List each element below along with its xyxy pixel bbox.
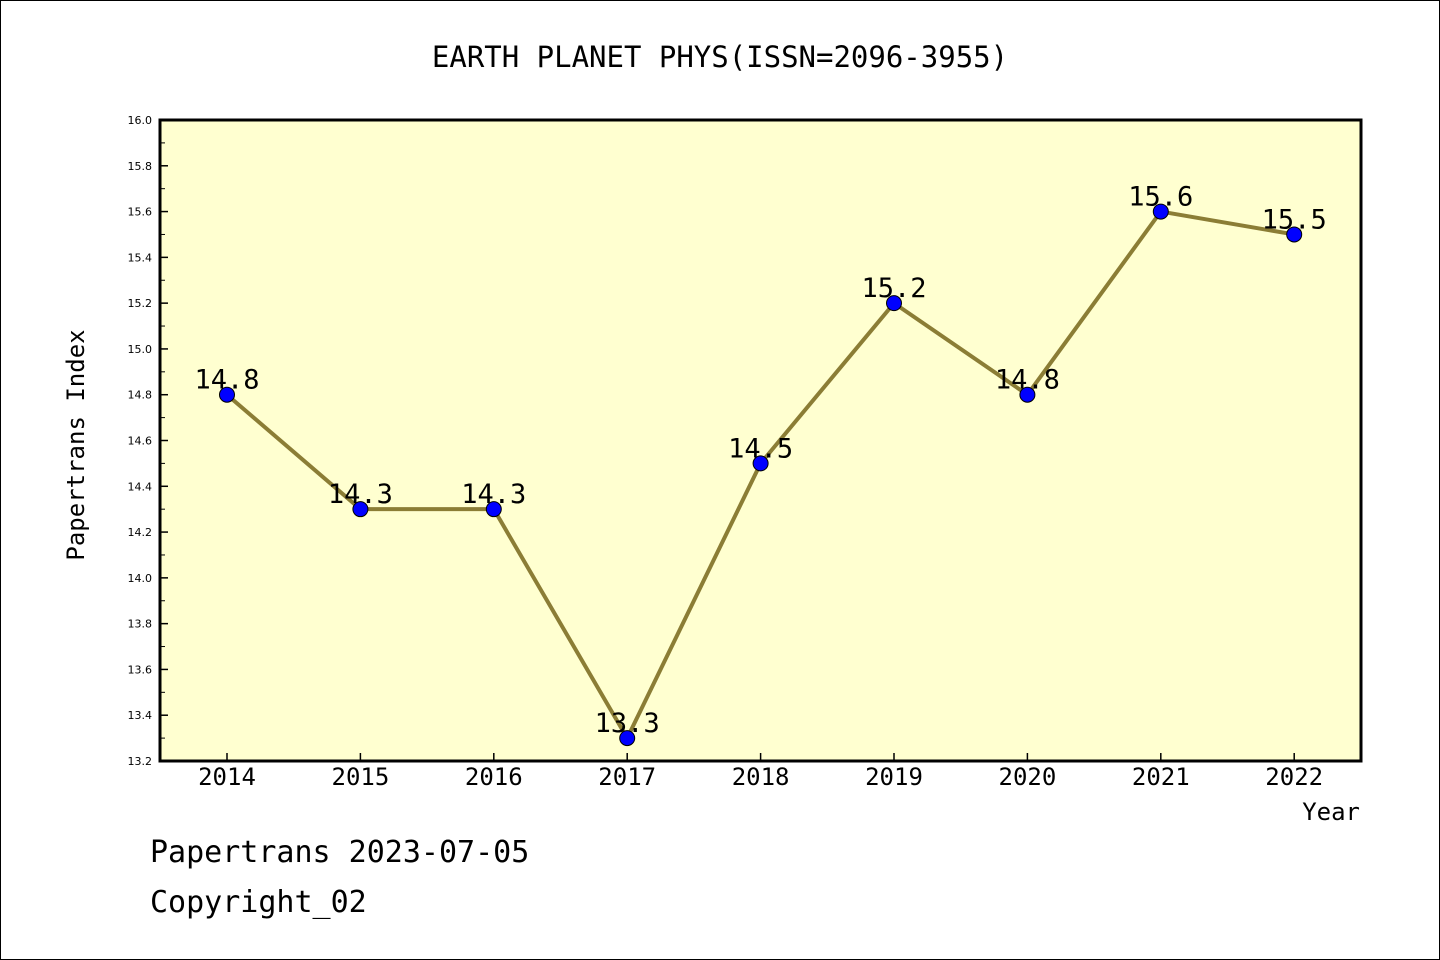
plot-area <box>158 118 1363 763</box>
y-tick-label: 15.8 <box>128 160 153 173</box>
y-axis: 13.2 13.4 13.6 13.8 14.0 14.2 14.4 14.6 14.8 15.0… <box>128 114 168 768</box>
y-tick-label: 14.6 <box>128 435 153 448</box>
x-axis-label: Year <box>1302 798 1360 826</box>
y-tick-label: 14.4 <box>128 480 153 493</box>
y-tick-label: 13.2 <box>128 755 153 768</box>
data-label-2022: 15.5 <box>1262 204 1327 235</box>
x-tick-label: 2015 <box>332 763 390 791</box>
x-tick-label: 2016 <box>465 763 523 791</box>
data-point-2019 <box>886 295 902 312</box>
y-tick-label: 14.8 <box>128 389 153 402</box>
y-tick-label: 15.6 <box>128 206 153 219</box>
y-tick-label: 14.0 <box>128 572 153 585</box>
y-tick-label: 15.2 <box>128 297 153 310</box>
data-point-2015 <box>352 501 369 518</box>
data-label-2019: 15.2 <box>861 273 926 304</box>
y-tick-label: 14.2 <box>128 526 153 539</box>
chart-title: EARTH PLANET PHYS(ISSN=2096-3955) <box>432 40 1008 74</box>
x-tick-label: 2022 <box>1265 763 1323 791</box>
data-point-2020 <box>1019 386 1036 403</box>
y-tick-label: 15.4 <box>128 251 153 264</box>
x-tick-label: 2019 <box>865 763 923 791</box>
y-tick-label: 13.6 <box>128 663 153 676</box>
footer-copyright-text: Copyright_02 <box>150 885 367 920</box>
y-tick-label: 16.0 <box>128 114 153 127</box>
y-tick-label: 15.0 <box>128 343 153 356</box>
data-label-2018: 14.5 <box>728 433 793 464</box>
x-tick-label: 2014 <box>198 763 256 791</box>
data-point-2014 <box>219 386 235 403</box>
data-points-group <box>219 203 1303 747</box>
x-tick-label: 2017 <box>598 763 656 791</box>
y-tick-label: 13.4 <box>128 709 153 722</box>
data-label-2017: 13.3 <box>595 708 660 739</box>
x-tick-label: 2021 <box>1132 763 1190 791</box>
data-label-2015: 14.3 <box>328 479 393 510</box>
data-point-2021 <box>1152 203 1169 220</box>
data-point-2018 <box>752 455 769 472</box>
data-label-2020: 14.8 <box>995 365 1060 396</box>
x-axis: 2014 2015 2016 2017 2018 2019 2020 2021 2022 <box>198 753 1323 791</box>
y-tick-label: 13.8 <box>128 618 153 631</box>
y-axis-label: Papertrans Index <box>62 329 90 560</box>
data-labels-group: 14.8 14.3 14.3 13.3 14.5 15.2 14.8 15.6 15.5 <box>194 182 1326 740</box>
x-tick-label: 2018 <box>732 763 790 791</box>
data-label-2016: 14.3 <box>461 479 526 510</box>
footer-date-text: Papertrans 2023-07-05 <box>150 835 530 870</box>
x-tick-label: 2020 <box>999 763 1057 791</box>
data-label-2021: 15.6 <box>1128 182 1193 213</box>
data-label-2014: 14.8 <box>194 365 259 396</box>
data-point-2016 <box>485 501 502 518</box>
data-point-2017 <box>619 730 636 747</box>
data-point-2022 <box>1286 226 1303 243</box>
